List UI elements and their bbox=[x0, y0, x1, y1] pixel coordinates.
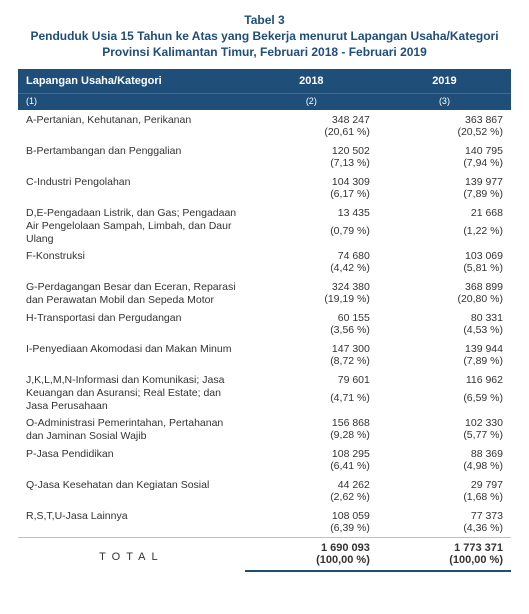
row-label: A-Pertanian, Kehutanan, Perikanan bbox=[18, 110, 245, 141]
col-header-2018: 2018 bbox=[245, 69, 378, 94]
total-2018-pct: (100,00 %) bbox=[245, 554, 378, 571]
table-row: R,S,T,U-Jasa Lainnya108 05977 373 bbox=[18, 506, 511, 522]
row-2019-pct: (7,89 %) bbox=[378, 188, 511, 203]
table-body: A-Pertanian, Kehutanan, Perikanan348 247… bbox=[18, 110, 511, 572]
row-2019-value: 116 962 bbox=[378, 370, 511, 392]
row-2019-pct: (20,52 %) bbox=[378, 126, 511, 141]
subheader-1: (1) bbox=[18, 93, 245, 110]
row-2019-pct: (1,22 %) bbox=[378, 225, 511, 246]
row-2018-value: 44 262 bbox=[245, 475, 378, 491]
row-2019-pct: (5,77 %) bbox=[378, 429, 511, 444]
subheader-2: (2) bbox=[245, 93, 378, 110]
col-header-label: Lapangan Usaha/Kategori bbox=[18, 69, 245, 94]
row-label: Q-Jasa Kesehatan dan Kegiatan Sosial bbox=[18, 475, 245, 506]
row-2019-value: 88 369 bbox=[378, 444, 511, 460]
row-2018-value: 120 502 bbox=[245, 141, 378, 157]
table-row: H-Transportasi dan Pergudangan60 15580 3… bbox=[18, 308, 511, 324]
table-row: G-Perdagangan Besar dan Eceran, Reparasi… bbox=[18, 277, 511, 293]
row-2019-value: 139 977 bbox=[378, 172, 511, 188]
total-2019-value: 1 773 371 bbox=[378, 538, 511, 555]
row-label: G-Perdagangan Besar dan Eceran, Reparasi… bbox=[18, 277, 245, 308]
row-2018-pct: (6,39 %) bbox=[245, 522, 378, 538]
row-label: P-Jasa Pendidikan bbox=[18, 444, 245, 475]
row-2018-value: 60 155 bbox=[245, 308, 378, 324]
table-row: D,E-Pengadaan Listrik, dan Gas; Pengadaa… bbox=[18, 203, 511, 225]
row-2019-value: 21 668 bbox=[378, 203, 511, 225]
row-2018-value: 104 309 bbox=[245, 172, 378, 188]
row-2018-pct: (9,28 %) bbox=[245, 429, 378, 444]
row-2019-pct: (7,94 %) bbox=[378, 157, 511, 172]
row-2018-pct: (2,62 %) bbox=[245, 491, 378, 506]
row-2019-pct: (20,80 %) bbox=[378, 293, 511, 308]
title-series: Tabel 3 bbox=[18, 12, 511, 28]
row-2019-pct: (1,68 %) bbox=[378, 491, 511, 506]
table-row: O-Administrasi Pemerintahan, Pertahanan … bbox=[18, 413, 511, 429]
row-2018-value: 147 300 bbox=[245, 339, 378, 355]
row-label: D,E-Pengadaan Listrik, dan Gas; Pengadaa… bbox=[18, 203, 245, 246]
row-2018-pct: (19,19 %) bbox=[245, 293, 378, 308]
row-2019-pct: (4,98 %) bbox=[378, 460, 511, 475]
table-row: F-Konstruksi74 680103 069 bbox=[18, 246, 511, 262]
row-2018-value: 74 680 bbox=[245, 246, 378, 262]
row-2019-pct: (6,59 %) bbox=[378, 392, 511, 413]
row-2018-value: 13 435 bbox=[245, 203, 378, 225]
table-row: Q-Jasa Kesehatan dan Kegiatan Sosial44 2… bbox=[18, 475, 511, 491]
row-label: J,K,L,M,N-Informasi dan Komunikasi; Jasa… bbox=[18, 370, 245, 413]
row-label: I-Penyediaan Akomodasi dan Makan Minum bbox=[18, 339, 245, 370]
row-2018-pct: (3,56 %) bbox=[245, 324, 378, 339]
title-line2: Provinsi Kalimantan Timur, Februari 2018… bbox=[102, 45, 427, 59]
total-2018-value: 1 690 093 bbox=[245, 538, 378, 555]
row-2019-value: 80 331 bbox=[378, 308, 511, 324]
row-2019-pct: (4,36 %) bbox=[378, 522, 511, 538]
table-row: J,K,L,M,N-Informasi dan Komunikasi; Jasa… bbox=[18, 370, 511, 392]
row-2018-pct: (6,17 %) bbox=[245, 188, 378, 203]
row-2019-pct: (4,53 %) bbox=[378, 324, 511, 339]
row-label: R,S,T,U-Jasa Lainnya bbox=[18, 506, 245, 538]
data-table: Lapangan Usaha/Kategori 2018 2019 (1) (2… bbox=[18, 69, 511, 573]
row-2018-pct: (6,41 %) bbox=[245, 460, 378, 475]
row-2018-pct: (20,61 %) bbox=[245, 126, 378, 141]
col-header-2019: 2019 bbox=[378, 69, 511, 94]
title-line1: Penduduk Usia 15 Tahun ke Atas yang Beke… bbox=[30, 29, 498, 43]
row-2019-value: 363 867 bbox=[378, 110, 511, 126]
total-2019-pct: (100,00 %) bbox=[378, 554, 511, 571]
table-row: C-Industri Pengolahan104 309139 977 bbox=[18, 172, 511, 188]
row-2018-value: 108 295 bbox=[245, 444, 378, 460]
row-2019-value: 139 944 bbox=[378, 339, 511, 355]
total-row: TOTAL1 690 0931 773 371 bbox=[18, 538, 511, 555]
total-label: TOTAL bbox=[18, 538, 245, 572]
row-2019-value: 368 899 bbox=[378, 277, 511, 293]
table-title: Tabel 3 Penduduk Usia 15 Tahun ke Atas y… bbox=[18, 12, 511, 61]
row-2018-value: 108 059 bbox=[245, 506, 378, 522]
row-2019-pct: (5,81 %) bbox=[378, 262, 511, 277]
table-row: I-Penyediaan Akomodasi dan Makan Minum14… bbox=[18, 339, 511, 355]
row-2018-pct: (8,72 %) bbox=[245, 355, 378, 370]
row-label: C-Industri Pengolahan bbox=[18, 172, 245, 203]
row-2018-value: 79 601 bbox=[245, 370, 378, 392]
table-row: A-Pertanian, Kehutanan, Perikanan348 247… bbox=[18, 110, 511, 126]
row-label: O-Administrasi Pemerintahan, Pertahanan … bbox=[18, 413, 245, 444]
row-2019-value: 103 069 bbox=[378, 246, 511, 262]
row-2018-pct: (0,79 %) bbox=[245, 225, 378, 246]
table-row: B-Pertambangan dan Penggalian120 502140 … bbox=[18, 141, 511, 157]
row-2019-value: 102 330 bbox=[378, 413, 511, 429]
row-2018-pct: (4,71 %) bbox=[245, 392, 378, 413]
row-2018-value: 324 380 bbox=[245, 277, 378, 293]
row-2019-value: 29 797 bbox=[378, 475, 511, 491]
row-2019-pct: (7,89 %) bbox=[378, 355, 511, 370]
row-label: B-Pertambangan dan Penggalian bbox=[18, 141, 245, 172]
row-2018-value: 348 247 bbox=[245, 110, 378, 126]
row-2018-pct: (7,13 %) bbox=[245, 157, 378, 172]
subheader-3: (3) bbox=[378, 93, 511, 110]
row-2019-value: 77 373 bbox=[378, 506, 511, 522]
table-subheader-row: (1) (2) (3) bbox=[18, 93, 511, 110]
table-row: P-Jasa Pendidikan108 29588 369 bbox=[18, 444, 511, 460]
row-2019-value: 140 795 bbox=[378, 141, 511, 157]
row-label: H-Transportasi dan Pergudangan bbox=[18, 308, 245, 339]
row-label: F-Konstruksi bbox=[18, 246, 245, 277]
row-2018-pct: (4,42 %) bbox=[245, 262, 378, 277]
row-2018-value: 156 868 bbox=[245, 413, 378, 429]
table-header-row: Lapangan Usaha/Kategori 2018 2019 bbox=[18, 69, 511, 94]
